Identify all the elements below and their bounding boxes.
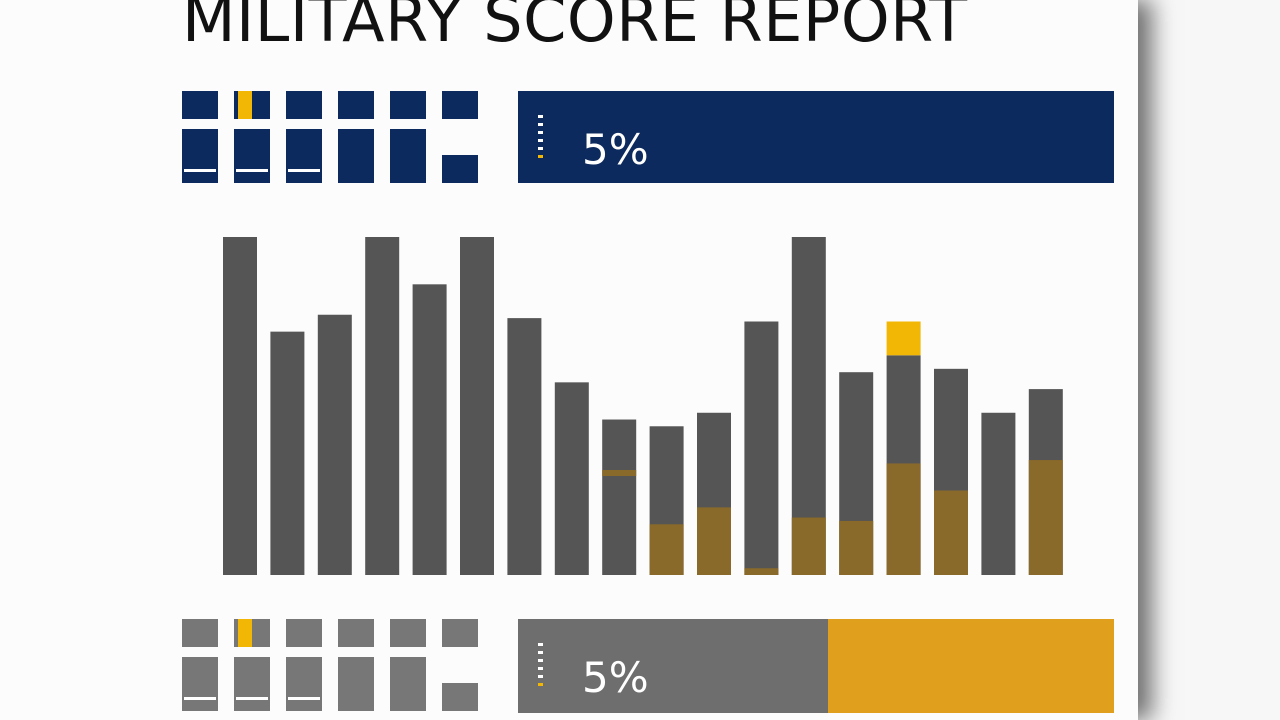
tile-accent — [238, 619, 252, 647]
tile-underline — [288, 697, 320, 700]
indicator-stripe — [538, 667, 543, 670]
chart-bar-segment-16 — [934, 490, 968, 575]
tile-underline — [184, 169, 216, 172]
chart-bar-6 — [460, 237, 494, 575]
grid-tile — [182, 129, 218, 183]
grid-tile — [234, 657, 270, 711]
grid-tile — [182, 619, 218, 647]
tile-underline — [184, 697, 216, 700]
chart-bar-8 — [554, 382, 589, 575]
chart-bar-marker-9 — [602, 470, 637, 476]
tile-accent — [238, 91, 252, 119]
grid-tile — [338, 657, 374, 711]
grid-tile — [286, 619, 322, 647]
indicator-stripe — [538, 155, 543, 158]
bottom-score-banner: 5% — [518, 619, 1114, 713]
grid-tile — [338, 91, 374, 119]
grid-tile — [286, 657, 322, 711]
grid-tile — [442, 155, 478, 183]
level-indicator-icon — [538, 643, 546, 691]
chart-bar-cap-15 — [886, 321, 921, 356]
grid-tile — [390, 129, 426, 183]
indicator-stripe — [538, 651, 543, 654]
report-card: MILITARY SCORE REPORT 5% 5% — [182, 0, 1114, 713]
tile-underline — [288, 169, 320, 172]
grid-tile — [286, 129, 322, 183]
chart-bar-2 — [270, 331, 305, 575]
indicator-stripe — [538, 123, 543, 126]
grid-tile — [442, 683, 478, 711]
chart-bar-segment-14 — [839, 520, 874, 575]
score-progress-fill — [827, 619, 1114, 713]
grid-tile — [182, 91, 218, 119]
indicator-stripe — [538, 643, 543, 646]
chart-bar-segment-15 — [886, 463, 921, 575]
grid-tile — [390, 619, 426, 647]
chart-bar-segment-13 — [791, 517, 826, 575]
grid-tile — [286, 91, 322, 119]
indicator-stripe — [538, 683, 543, 686]
grid-tile — [338, 129, 374, 183]
indicator-stripe — [538, 147, 543, 150]
chart-bar-segment-12 — [744, 568, 779, 575]
tile-underline — [236, 169, 268, 172]
chart-bar-12 — [744, 321, 779, 575]
indicator-stripe — [538, 131, 543, 134]
page-title: MILITARY SCORE REPORT — [182, 0, 968, 56]
chart-bar-1 — [223, 237, 257, 575]
score-bar-chart — [223, 237, 1063, 575]
grid-tile — [182, 657, 218, 711]
chart-bar-segment-10 — [649, 524, 684, 575]
grid-tile — [390, 91, 426, 119]
indicator-stripe — [538, 115, 543, 118]
grid-tile — [442, 91, 478, 119]
indicator-stripe — [538, 659, 543, 662]
bottom-score-value: 5% — [582, 653, 649, 702]
top-score-banner: 5% — [518, 91, 1114, 183]
chart-bar-4 — [365, 237, 400, 575]
chart-bar-17 — [981, 412, 1016, 575]
grid-tile — [442, 619, 478, 647]
chart-bar-7 — [507, 318, 542, 575]
grid-tile — [390, 657, 426, 711]
grid-tile — [338, 619, 374, 647]
indicator-stripe — [538, 675, 543, 678]
indicator-stripe — [538, 139, 543, 142]
chart-bar-9 — [602, 419, 637, 575]
level-indicator-icon — [538, 115, 546, 163]
grid-tile — [234, 129, 270, 183]
tile-underline — [236, 697, 268, 700]
top-score-value: 5% — [582, 125, 649, 174]
chart-bar-segment-11 — [697, 507, 731, 575]
chart-bar-segment-18 — [1028, 460, 1063, 575]
chart-bar-3 — [317, 314, 352, 575]
chart-bar-5 — [412, 284, 447, 575]
